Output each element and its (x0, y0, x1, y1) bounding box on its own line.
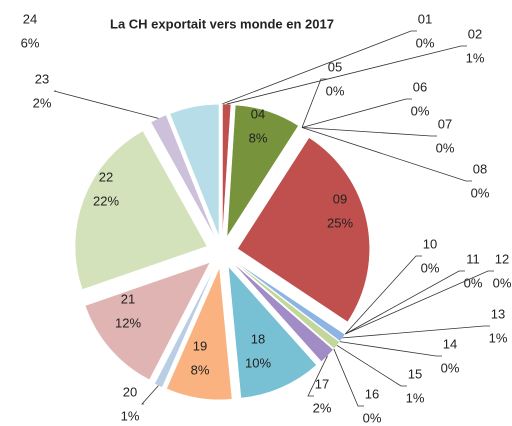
slice-label: 10% (245, 355, 271, 370)
slice-name: 01 (418, 11, 432, 26)
slice-name: 20 (123, 384, 137, 399)
slice-label: 0% (411, 103, 430, 118)
chart-title: La CH exportait vers monde en 2017 (110, 16, 334, 31)
slice-label: 6% (21, 35, 40, 50)
slice-name: 17 (315, 376, 329, 391)
slice-label: 0% (363, 410, 382, 425)
slice-label: 0% (493, 275, 512, 290)
slice-name: 23 (35, 71, 49, 86)
slice-label: 8% (249, 130, 268, 145)
slice-label: 25% (327, 215, 353, 230)
pie-slice (235, 260, 346, 335)
slice-label: 2% (313, 400, 332, 415)
slice-label: 0% (416, 35, 435, 50)
leader-line (226, 45, 467, 105)
slice-name: 13 (491, 306, 505, 321)
slice-name: 05 (328, 59, 342, 74)
slice-label: 1% (121, 408, 140, 423)
slice-label: 22% (93, 193, 119, 208)
slice-name: 24 (23, 11, 37, 26)
leader-line (345, 270, 465, 335)
pie-slice (226, 104, 299, 238)
pie-slice (169, 104, 220, 237)
slice-label: 0% (471, 185, 490, 200)
slice-name: 12 (495, 251, 509, 266)
slice-label: 0% (441, 360, 460, 375)
slice-label: 2% (33, 95, 52, 110)
slice-name: 07 (438, 116, 452, 131)
leader-line (301, 78, 327, 128)
slice-name: 18 (251, 331, 265, 346)
leader-line (345, 270, 494, 335)
slice-name: 08 (473, 161, 487, 176)
leader-line (141, 385, 159, 405)
leader-line (344, 255, 422, 335)
leader-line (301, 127, 437, 137)
pie-slice (233, 262, 335, 350)
slice-label: 0% (464, 275, 483, 290)
slice-name: 11 (466, 251, 480, 266)
slice-name: 06 (413, 79, 427, 94)
slice-name: 16 (365, 386, 379, 401)
leader-line (307, 355, 328, 397)
slice-name: 15 (408, 366, 422, 381)
slice-name: 04 (251, 106, 265, 121)
slice-label: 1% (489, 330, 508, 345)
pie-slice (84, 262, 211, 381)
slice-name: 21 (121, 291, 135, 306)
slice-name: 10 (423, 236, 437, 251)
slice-label: 1% (466, 50, 485, 65)
slice-label: 0% (421, 260, 440, 275)
slice-label: 0% (436, 140, 455, 155)
slice-name: 09 (333, 191, 347, 206)
slice-label: 8% (191, 362, 210, 377)
pie-slice (234, 261, 340, 349)
leader-line (333, 348, 364, 407)
slice-name: 02 (468, 26, 482, 41)
slice-label: 12% (115, 315, 141, 330)
leader-line (336, 344, 407, 387)
leader-line (301, 127, 472, 182)
pie-slice (228, 265, 317, 399)
leader-line (301, 98, 412, 128)
leader-line (342, 325, 490, 339)
slice-name: 19 (193, 338, 207, 353)
slice-name: 14 (443, 336, 457, 351)
leader-line (221, 30, 417, 105)
leader-line (53, 90, 159, 119)
pie-slice (237, 137, 370, 323)
slice-label: 0% (326, 83, 345, 98)
pie-slice (166, 266, 233, 400)
pie-slice (234, 261, 346, 342)
slice-name: 22 (99, 169, 113, 184)
pie-slice (74, 130, 208, 290)
leader-line (339, 341, 442, 357)
slice-label: 1% (406, 390, 425, 405)
